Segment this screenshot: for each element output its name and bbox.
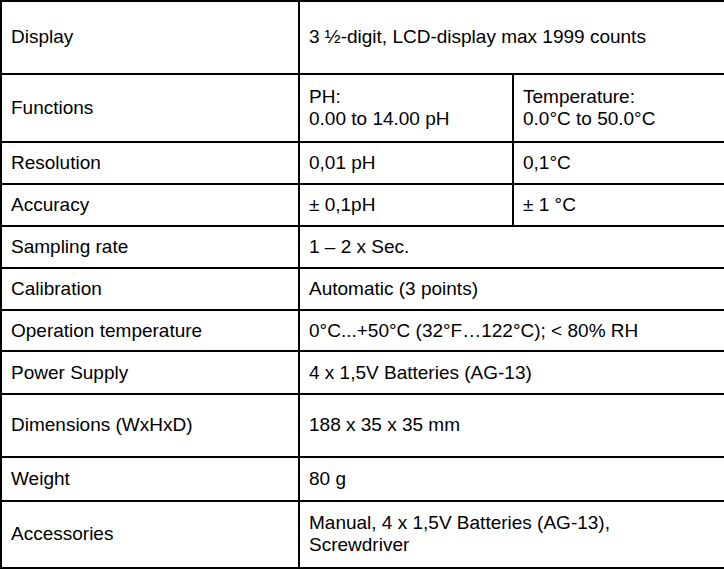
table-row-sampling-rate: Sampling rate 1 – 2 x Sec. xyxy=(1,226,724,268)
spec-value-ph: PH: 0.00 to 14.00 pH xyxy=(299,74,513,142)
table-row-operation-temperature: Operation temperature 0°C...+50°C (32°F…… xyxy=(1,310,724,351)
spec-label: Functions xyxy=(1,74,299,142)
spec-label: Weight xyxy=(1,457,299,501)
table-row-dimensions: Dimensions (WxHxD) 188 x 35 x 35 mm xyxy=(1,394,724,457)
spec-value-temperature: 0,1°C xyxy=(513,142,724,184)
spec-value: 1 – 2 x Sec. xyxy=(299,226,724,268)
table-row-display: Display 3 ½-digit, LCD-display max 1999 … xyxy=(1,1,724,74)
spec-value: Manual, 4 x 1,5V Batteries (AG-13), Scre… xyxy=(299,501,724,568)
spec-label: Display xyxy=(1,1,299,74)
spec-value-ph: 0,01 pH xyxy=(299,142,513,184)
table-row-weight: Weight 80 g xyxy=(1,457,724,501)
spec-label: Power Supply xyxy=(1,351,299,393)
table-row-resolution: Resolution 0,01 pH 0,1°C xyxy=(1,142,724,184)
spec-value: 188 x 35 x 35 mm xyxy=(299,394,724,457)
spec-label: Accessories xyxy=(1,501,299,568)
spec-label: Dimensions (WxHxD) xyxy=(1,394,299,457)
spec-label: Resolution xyxy=(1,142,299,184)
spec-label: Accuracy xyxy=(1,184,299,225)
spec-label: Calibration xyxy=(1,268,299,309)
spec-value-temperature: Temperature: 0.0°C to 50.0°C xyxy=(513,74,724,142)
spec-value: 4 x 1,5V Batteries (AG-13) xyxy=(299,351,724,393)
spec-label: Operation temperature xyxy=(1,310,299,351)
spec-value-ph: ± 0,1pH xyxy=(299,184,513,225)
specification-table: Display 3 ½-digit, LCD-display max 1999 … xyxy=(0,0,724,569)
spec-value: Automatic (3 points) xyxy=(299,268,724,309)
spec-value: 0°C...+50°C (32°F…122°C); < 80% RH xyxy=(299,310,724,351)
spec-label: Sampling rate xyxy=(1,226,299,268)
table-row-accessories: Accessories Manual, 4 x 1,5V Batteries (… xyxy=(1,501,724,568)
table-row-calibration: Calibration Automatic (3 points) xyxy=(1,268,724,309)
table-row-accuracy: Accuracy ± 0,1pH ± 1 °C xyxy=(1,184,724,225)
spec-value: 80 g xyxy=(299,457,724,501)
spec-value-temperature: ± 1 °C xyxy=(513,184,724,225)
table-row-functions: Functions PH: 0.00 to 14.00 pH Temperatu… xyxy=(1,74,724,142)
table-row-power-supply: Power Supply 4 x 1,5V Batteries (AG-13) xyxy=(1,351,724,393)
spec-value: 3 ½-digit, LCD-display max 1999 counts xyxy=(299,1,724,74)
